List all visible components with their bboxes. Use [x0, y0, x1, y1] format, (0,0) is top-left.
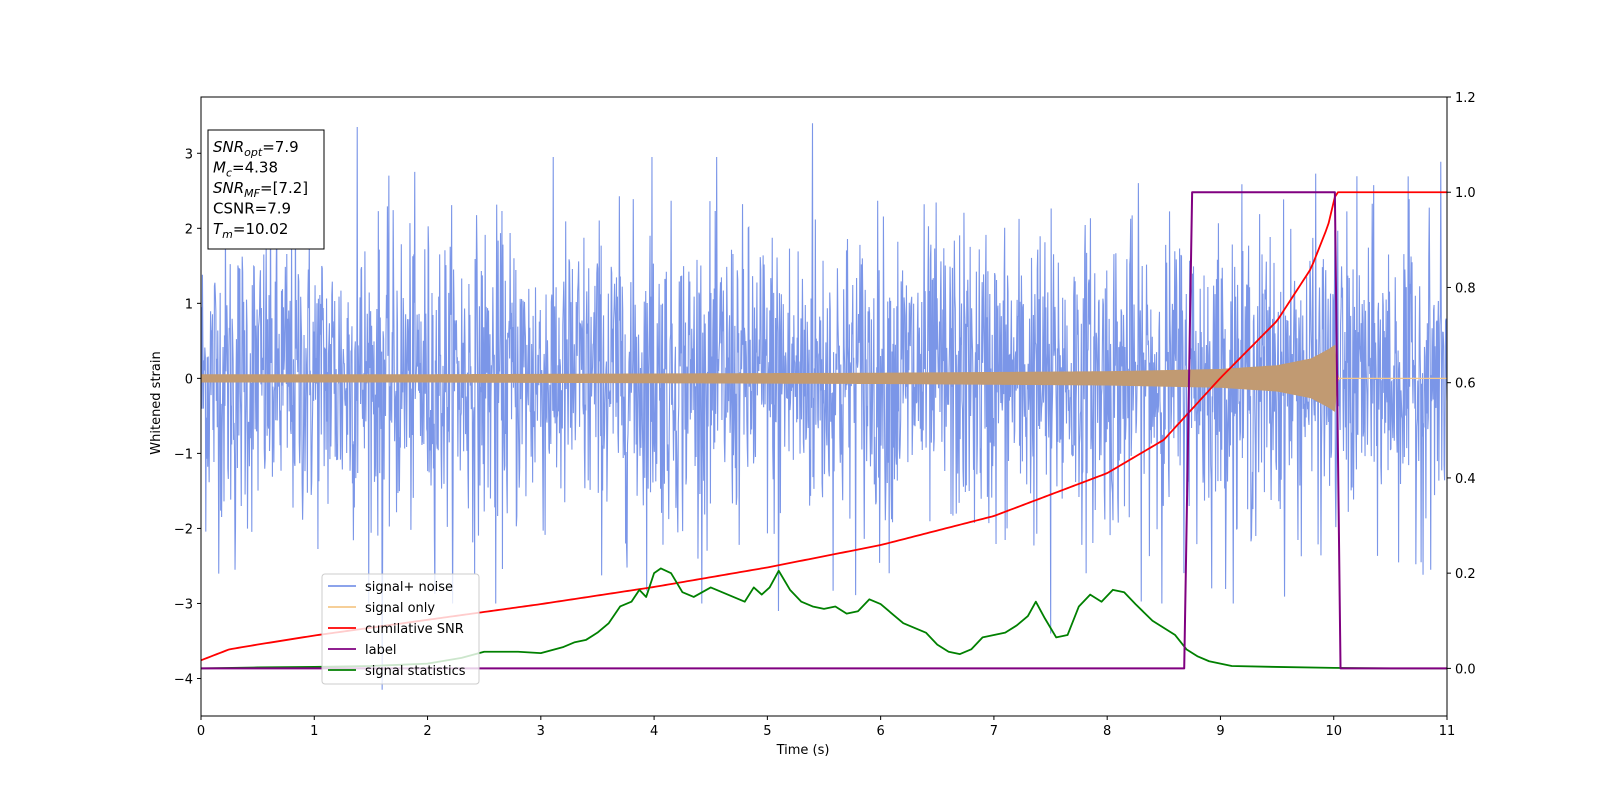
y-tick-label: 3 — [185, 147, 193, 162]
series-label-line — [201, 191, 1447, 670]
x-tick-label: 8 — [1103, 724, 1111, 739]
legend-label: cumilative SNR — [365, 622, 464, 637]
series-signal-statistics-line — [201, 567, 1447, 670]
series-signal-noise-line — [201, 123, 1447, 690]
x-tick-label: 7 — [990, 724, 998, 739]
y2-tick-label: 0.6 — [1455, 377, 1476, 392]
x-tick-label: 1 — [310, 724, 318, 739]
y-tick-label: 1 — [185, 297, 193, 312]
x-tick-label: 2 — [423, 724, 431, 739]
y2-tick-label: 1.0 — [1455, 186, 1476, 201]
x-tick-label: 9 — [1216, 724, 1224, 739]
y2-tick-label: 0.0 — [1455, 662, 1476, 677]
info-line: SNRopt=7.9 — [213, 138, 299, 159]
legend-label: signal statistics — [365, 664, 466, 679]
x-tick-label: 4 — [650, 724, 658, 739]
y-tick-label: −1 — [174, 447, 193, 462]
y2-tick-label: 0.4 — [1455, 472, 1476, 487]
y2-tick-label: 0.8 — [1455, 281, 1476, 296]
x-tick-label: 3 — [537, 724, 545, 739]
x-axis-label: Time (s) — [776, 743, 830, 758]
axes-layer: 0 1 2 3 4 5 6 7 8 9 10 11 −4 −3 −2 −1 0 1 2 3 0.0 0.2 0.4 0.6 0.… — [174, 91, 1476, 739]
y2-tick-label: 0.2 — [1455, 567, 1476, 582]
info-line: Mc=4.38 — [213, 159, 278, 180]
y-tick-label: −3 — [174, 597, 193, 612]
info-line: SNRMF=[7.2] — [213, 179, 308, 200]
y2-tick-label: 1.2 — [1455, 91, 1476, 106]
info-box-frame — [207, 129, 325, 250]
legend: signal+ noise signal only cumilative SNR la… — [321, 573, 480, 685]
axes-frame — [200, 96, 1448, 717]
x-tick-label: 6 — [876, 724, 884, 739]
y-axis-label: Whitened strain — [149, 351, 164, 454]
info-line: Tm=10.02 — [213, 220, 288, 241]
x-tick-label: 5 — [763, 724, 771, 739]
x-tick-label: 0 — [197, 724, 205, 739]
legend-label: label — [365, 643, 396, 658]
y-tick-label: 2 — [185, 222, 193, 237]
info-line: CSNR=7.9 — [213, 200, 291, 218]
legend-label: signal+ noise — [365, 580, 453, 595]
x-tick-label: 11 — [1439, 724, 1456, 739]
x-tick-label: 10 — [1325, 724, 1342, 739]
y-tick-label: −4 — [174, 672, 193, 687]
legend-label: signal only — [365, 601, 435, 616]
y-tick-label: −2 — [174, 522, 193, 537]
legend-box — [321, 573, 480, 685]
y-tick-label: 0 — [185, 372, 193, 387]
